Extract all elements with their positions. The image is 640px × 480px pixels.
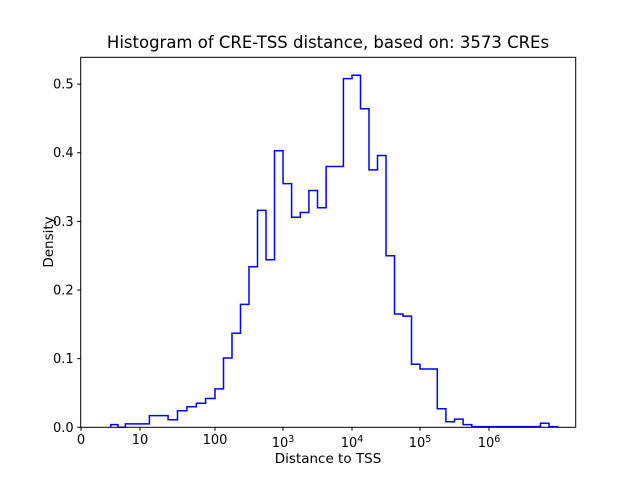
y-tick-label-4: 0.4 bbox=[53, 146, 74, 161]
x-tick-label-2: 100 bbox=[203, 433, 228, 448]
x-tick-label-6: 106 bbox=[478, 434, 501, 451]
x-tick-label-3: 103 bbox=[272, 434, 295, 451]
histogram-step-line bbox=[109, 74, 559, 429]
x-tick-label-5: 105 bbox=[409, 434, 432, 451]
x-axis-label: Distance to TSS bbox=[274, 451, 382, 467]
y-tick-label-5: 0.5 bbox=[53, 78, 74, 93]
y-axis-label: Density bbox=[41, 216, 57, 268]
y-tick-label-0: 0.0 bbox=[53, 421, 74, 436]
x-tick-label-4: 104 bbox=[341, 434, 364, 451]
y-tick-label-1: 0.1 bbox=[53, 352, 74, 367]
y-tick-label-2: 0.2 bbox=[53, 284, 74, 299]
x-tick-label-0: 0 bbox=[77, 433, 85, 448]
chart-title: Histogram of CRE-TSS distance, based on:… bbox=[106, 33, 550, 52]
x-tick-label-1: 10 bbox=[132, 433, 149, 448]
plot-frame bbox=[80, 56, 577, 428]
y-tick-label-3: 0.3 bbox=[53, 215, 74, 230]
